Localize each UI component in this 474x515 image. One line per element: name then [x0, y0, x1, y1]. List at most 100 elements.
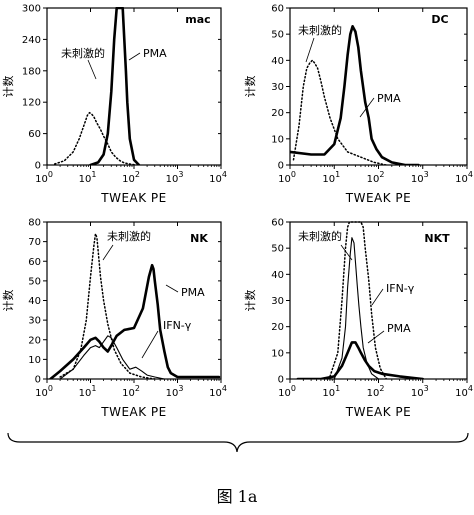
y-tick-label: 30: [28, 316, 41, 327]
x-tick-label: 100: [35, 384, 53, 399]
y-axis-label: 计数: [2, 290, 15, 312]
annotation-leader: [371, 288, 384, 306]
x-tick-label: 104: [455, 170, 473, 185]
panel-title: DC: [431, 13, 448, 26]
x-tick-label: 103: [166, 170, 184, 185]
y-axis-label: 计数: [2, 76, 15, 98]
annotation-leader: [367, 330, 385, 344]
series-annotation: 未刺激的: [298, 229, 342, 243]
series-annotation: IFN-γ: [386, 282, 415, 295]
x-tick-label: 100: [278, 384, 296, 399]
y-axis-label: 计数: [244, 290, 257, 312]
series-line-unstimulated: [53, 111, 137, 165]
series-line-pma: [89, 7, 141, 165]
series-annotation: PMA: [387, 322, 411, 335]
y-tick-label: 30: [271, 82, 284, 93]
x-tick-label: 104: [209, 384, 227, 399]
y-tick-label: 180: [22, 66, 41, 77]
y-axis-label: 计数: [244, 76, 257, 98]
annotation-leader: [87, 59, 97, 80]
x-tick-label: 101: [79, 384, 97, 399]
x-tick-label: 102: [367, 384, 385, 399]
y-tick-label: 60: [271, 4, 284, 15]
plot-frame: [46, 7, 222, 166]
x-tick-label: 101: [322, 384, 340, 399]
x-tick-label: 102: [122, 170, 140, 185]
chart-panel-2: 0 10 20 30 40 50 60 70 80 100 101 102 103 104 TWEAK PE…: [2, 218, 227, 420]
series-annotation: IFN-γ: [163, 319, 192, 332]
plot-frame: [289, 221, 468, 380]
chart-panel-3: 0 10 20 30 40 50 60 100 101 102 103 104 TWEAK PE 计数 NK…: [244, 218, 473, 420]
y-tick-label: 60: [28, 257, 41, 268]
y-tick-label: 0: [35, 375, 41, 386]
group-brace: [7, 432, 469, 453]
series-annotation: PMA: [377, 92, 401, 105]
annotation-leader: [305, 37, 315, 63]
y-tick-label: 40: [271, 56, 284, 67]
series-line-pma: [296, 341, 425, 379]
y-tick-label: 60: [271, 218, 284, 229]
series-annotation: 未刺激的: [107, 229, 151, 243]
y-tick-label: 0: [35, 161, 41, 172]
figure-caption: 图 1a: [216, 487, 258, 506]
annotation-leader: [359, 97, 375, 118]
x-tick-label: 102: [367, 170, 385, 185]
annotation-leader: [128, 52, 141, 61]
y-tick-label: 10: [271, 348, 284, 359]
annotation-leader: [165, 284, 179, 293]
series-line-unstimulated: [59, 233, 156, 379]
y-tick-label: 50: [271, 244, 284, 255]
series-annotation: 未刺激的: [298, 23, 342, 37]
y-tick-label: 300: [22, 4, 41, 15]
plot-frame: [46, 221, 222, 380]
panel-title: NKT: [424, 232, 450, 245]
chart-panel-0: 0 60 120 180 240 300 100 101 102 103 104 TWEAK PE 计数…: [2, 4, 227, 206]
x-tick-label: 103: [411, 384, 429, 399]
y-tick-label: 0: [278, 161, 284, 172]
panel-title: NK: [190, 232, 208, 245]
x-tick-label: 103: [166, 384, 184, 399]
y-tick-label: 80: [28, 218, 41, 229]
series-line-unstimulated: [329, 221, 388, 379]
series-annotation: PMA: [143, 47, 167, 60]
x-tick-label: 104: [455, 384, 473, 399]
x-tick-label: 101: [79, 170, 97, 185]
y-tick-label: 10: [28, 355, 41, 366]
series-line-ifn-gamma: [59, 335, 174, 379]
y-tick-label: 20: [271, 108, 284, 119]
y-tick-label: 40: [271, 270, 284, 281]
x-axis-label: TWEAK PE: [345, 191, 412, 205]
series-line-ifn-gamma: [333, 237, 380, 379]
y-tick-label: 50: [28, 276, 41, 287]
y-tick-label: 40: [28, 296, 41, 307]
y-tick-label: 70: [28, 237, 41, 248]
x-axis-label: TWEAK PE: [100, 191, 167, 205]
panel-title: mac: [185, 13, 210, 26]
x-tick-label: 100: [35, 170, 53, 185]
y-tick-label: 0: [278, 375, 284, 386]
y-tick-label: 20: [28, 335, 41, 346]
series-line-pma: [49, 263, 221, 379]
annotation-leader: [102, 244, 114, 261]
x-axis-label: TWEAK PE: [345, 405, 412, 419]
chart-panel-1: 0 10 20 30 40 50 60 100 101 102 103 104 TWEAK PE 计数 DC…: [244, 4, 473, 206]
series-annotation: 未刺激的: [61, 46, 105, 60]
y-tick-label: 10: [271, 134, 284, 145]
x-tick-label: 103: [411, 170, 429, 185]
x-tick-label: 100: [278, 170, 296, 185]
x-tick-label: 102: [122, 384, 140, 399]
annotation-leader: [340, 244, 353, 261]
series-line-unstimulated: [292, 59, 388, 165]
x-tick-label: 101: [322, 170, 340, 185]
y-tick-label: 30: [271, 296, 284, 307]
series-annotation: PMA: [181, 286, 205, 299]
x-axis-label: TWEAK PE: [100, 405, 167, 419]
annotation-leader: [141, 330, 159, 359]
y-tick-label: 50: [271, 30, 284, 41]
series-line-pma: [290, 25, 420, 165]
y-tick-label: 240: [22, 35, 41, 46]
y-tick-label: 20: [271, 322, 284, 333]
y-tick-label: 60: [28, 129, 41, 140]
y-tick-label: 120: [22, 98, 41, 109]
